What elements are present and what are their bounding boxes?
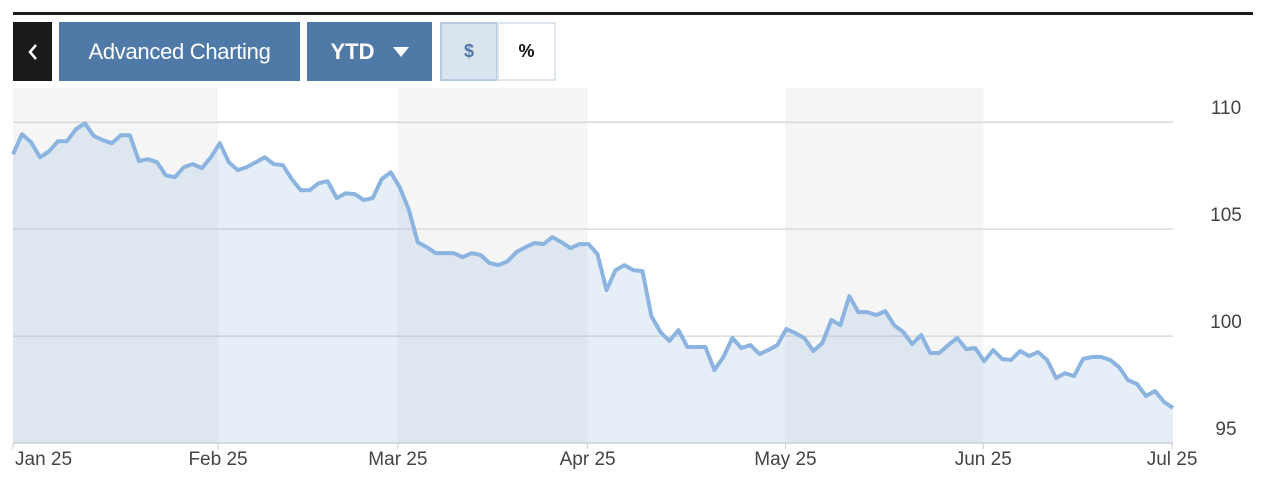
x-tick-label: Jul 25: [1147, 449, 1198, 470]
x-tick-label: Apr 25: [560, 449, 616, 470]
x-tick-label: Feb 25: [188, 449, 247, 470]
line: [11, 121, 1175, 410]
advanced-charting-button[interactable]: Advanced Charting: [59, 22, 300, 81]
month-band: [13, 88, 219, 443]
percent-toggle[interactable]: %: [497, 22, 556, 81]
toolbar: Advanced Charting YTD $ %: [0, 0, 1268, 86]
x-tick-label: Jun 25: [955, 449, 1012, 470]
dropdown-icon: [392, 46, 409, 57]
x-tick-label: Jan 25: [15, 449, 72, 470]
back-icon: [27, 43, 37, 60]
y-tick-label: 95: [1215, 419, 1236, 440]
dollar-toggle[interactable]: $: [440, 22, 498, 81]
y-tick-label: 105: [1210, 205, 1242, 226]
y-tick-label: 110: [1211, 98, 1241, 119]
month-band: [785, 88, 984, 443]
button-label: %: [518, 41, 535, 61]
button-label: Advanced Charting: [88, 38, 271, 64]
y-tick-label: 100: [1210, 312, 1242, 333]
button-label: $: [463, 41, 474, 61]
top-rule: [13, 12, 1253, 15]
x-tick-label: May 25: [754, 449, 816, 470]
back-button[interactable]: [13, 22, 52, 81]
button-label: YTD: [330, 38, 375, 64]
area-fill: [13, 123, 1173, 444]
range-dropdown[interactable]: YTD: [307, 22, 432, 81]
x-tick-label: Mar 25: [368, 449, 427, 470]
